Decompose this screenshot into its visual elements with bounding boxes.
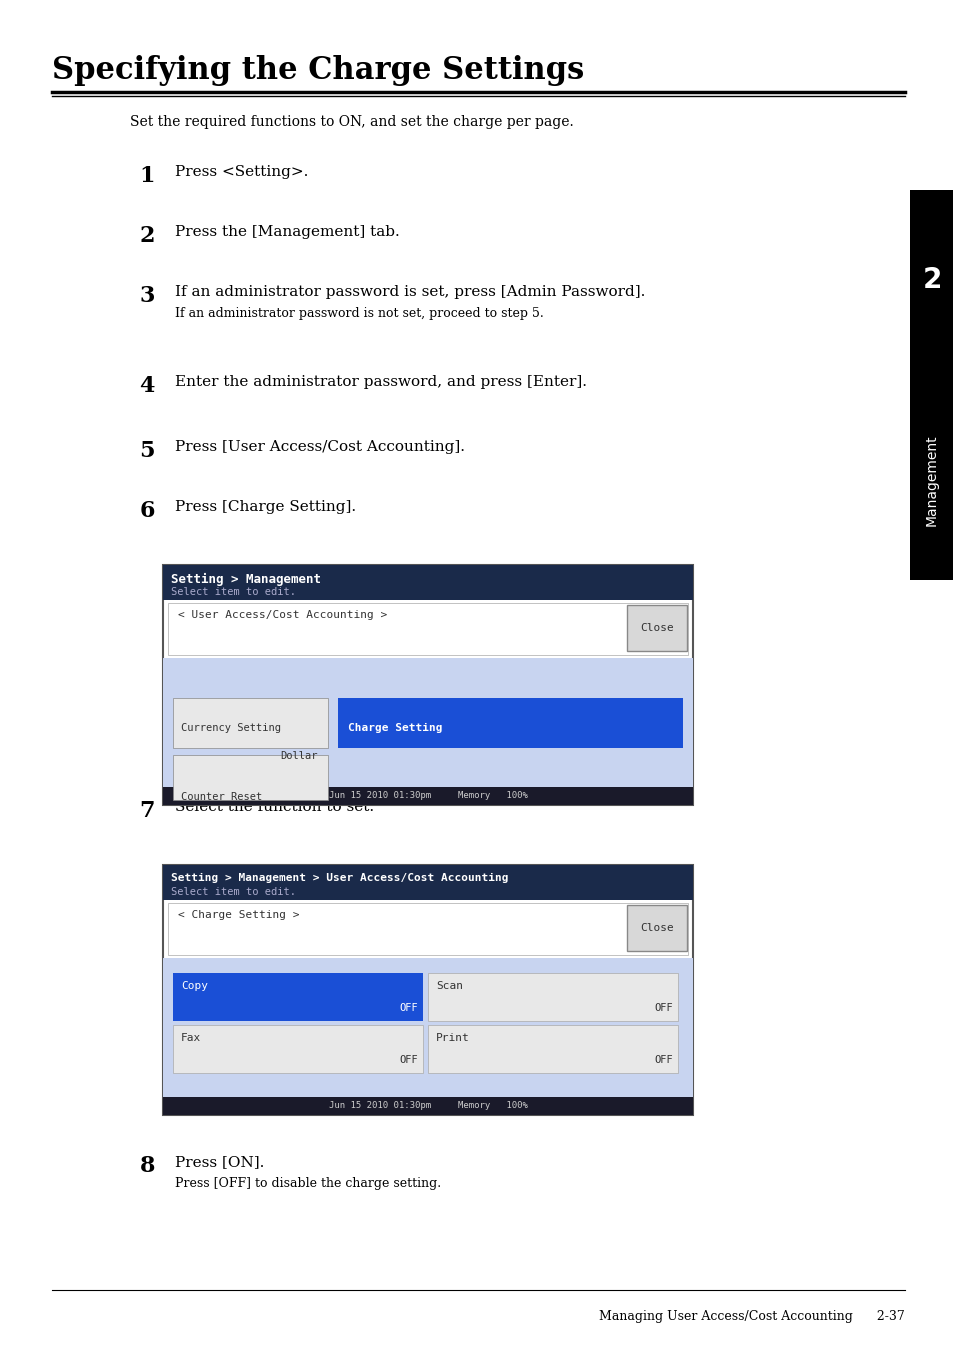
Text: Close: Close bbox=[639, 923, 673, 933]
Text: Press the [Management] tab.: Press the [Management] tab. bbox=[174, 225, 399, 239]
Text: Currency Setting: Currency Setting bbox=[181, 723, 281, 733]
Text: 2: 2 bbox=[922, 266, 941, 294]
Text: < User Access/Cost Accounting >: < User Access/Cost Accounting > bbox=[178, 611, 387, 620]
FancyBboxPatch shape bbox=[163, 787, 692, 805]
FancyBboxPatch shape bbox=[163, 565, 692, 805]
Text: 5: 5 bbox=[139, 439, 154, 462]
FancyBboxPatch shape bbox=[172, 698, 328, 748]
Text: Press [ON].: Press [ON]. bbox=[174, 1155, 264, 1169]
Text: Select the function to set.: Select the function to set. bbox=[174, 799, 374, 814]
FancyBboxPatch shape bbox=[168, 603, 687, 655]
Text: Enter the administrator password, and press [Enter].: Enter the administrator password, and pr… bbox=[174, 375, 586, 390]
Text: Jun 15 2010 01:30pm     Memory   100%: Jun 15 2010 01:30pm Memory 100% bbox=[328, 1101, 527, 1111]
Text: Close: Close bbox=[639, 623, 673, 634]
Text: Setting > Management > User Access/Cost Accounting: Setting > Management > User Access/Cost … bbox=[171, 874, 508, 883]
Text: Charge Setting: Charge Setting bbox=[348, 723, 442, 733]
Text: Fax: Fax bbox=[181, 1033, 201, 1043]
FancyBboxPatch shape bbox=[163, 958, 692, 1097]
Text: Dollar: Dollar bbox=[280, 751, 317, 762]
Text: Select item to edit.: Select item to edit. bbox=[171, 586, 295, 597]
FancyBboxPatch shape bbox=[428, 973, 678, 1020]
Text: Press [Charge Setting].: Press [Charge Setting]. bbox=[174, 500, 355, 514]
Text: Specifying the Charge Settings: Specifying the Charge Settings bbox=[52, 55, 583, 86]
Text: < Charge Setting >: < Charge Setting > bbox=[178, 910, 299, 919]
Text: Set the required functions to ON, and set the charge per page.: Set the required functions to ON, and se… bbox=[130, 115, 573, 129]
Text: 7: 7 bbox=[139, 799, 154, 822]
FancyBboxPatch shape bbox=[337, 698, 682, 748]
Text: OFF: OFF bbox=[654, 1055, 672, 1065]
Text: OFF: OFF bbox=[399, 1055, 417, 1065]
Text: 4: 4 bbox=[139, 375, 154, 398]
FancyBboxPatch shape bbox=[163, 658, 692, 787]
FancyBboxPatch shape bbox=[428, 1024, 678, 1073]
Text: Jun 15 2010 01:30pm     Memory   100%: Jun 15 2010 01:30pm Memory 100% bbox=[328, 791, 527, 801]
Text: 8: 8 bbox=[139, 1155, 154, 1177]
FancyBboxPatch shape bbox=[626, 605, 686, 651]
Text: OFF: OFF bbox=[654, 1003, 672, 1012]
Text: Select item to edit.: Select item to edit. bbox=[171, 887, 295, 896]
FancyBboxPatch shape bbox=[163, 865, 692, 900]
Text: Copy: Copy bbox=[181, 981, 208, 991]
Text: Scan: Scan bbox=[436, 981, 462, 991]
Text: Print: Print bbox=[436, 1033, 469, 1043]
Text: If an administrator password is not set, proceed to step 5.: If an administrator password is not set,… bbox=[174, 307, 543, 319]
Text: Setting > Management: Setting > Management bbox=[171, 573, 320, 586]
Text: Press [User Access/Cost Accounting].: Press [User Access/Cost Accounting]. bbox=[174, 439, 464, 454]
Text: Press <Setting>.: Press <Setting>. bbox=[174, 164, 308, 179]
FancyBboxPatch shape bbox=[163, 865, 692, 1115]
Text: 1: 1 bbox=[139, 164, 154, 187]
Text: 6: 6 bbox=[139, 500, 154, 522]
FancyBboxPatch shape bbox=[172, 755, 328, 799]
Text: OFF: OFF bbox=[399, 1003, 417, 1012]
FancyBboxPatch shape bbox=[172, 973, 422, 1020]
Text: Managing User Access/Cost Accounting      2-37: Managing User Access/Cost Accounting 2-3… bbox=[598, 1310, 904, 1322]
FancyBboxPatch shape bbox=[163, 1097, 692, 1115]
FancyBboxPatch shape bbox=[168, 903, 687, 954]
FancyBboxPatch shape bbox=[163, 565, 692, 600]
FancyBboxPatch shape bbox=[626, 905, 686, 950]
Text: If an administrator password is set, press [Admin Password].: If an administrator password is set, pre… bbox=[174, 284, 644, 299]
Text: 3: 3 bbox=[139, 284, 154, 307]
Text: 2: 2 bbox=[139, 225, 154, 247]
FancyBboxPatch shape bbox=[172, 1024, 422, 1073]
FancyBboxPatch shape bbox=[909, 190, 953, 580]
Text: Press [OFF] to disable the charge setting.: Press [OFF] to disable the charge settin… bbox=[174, 1177, 440, 1190]
Text: Counter Reset: Counter Reset bbox=[181, 793, 262, 802]
Text: Management: Management bbox=[924, 434, 938, 526]
